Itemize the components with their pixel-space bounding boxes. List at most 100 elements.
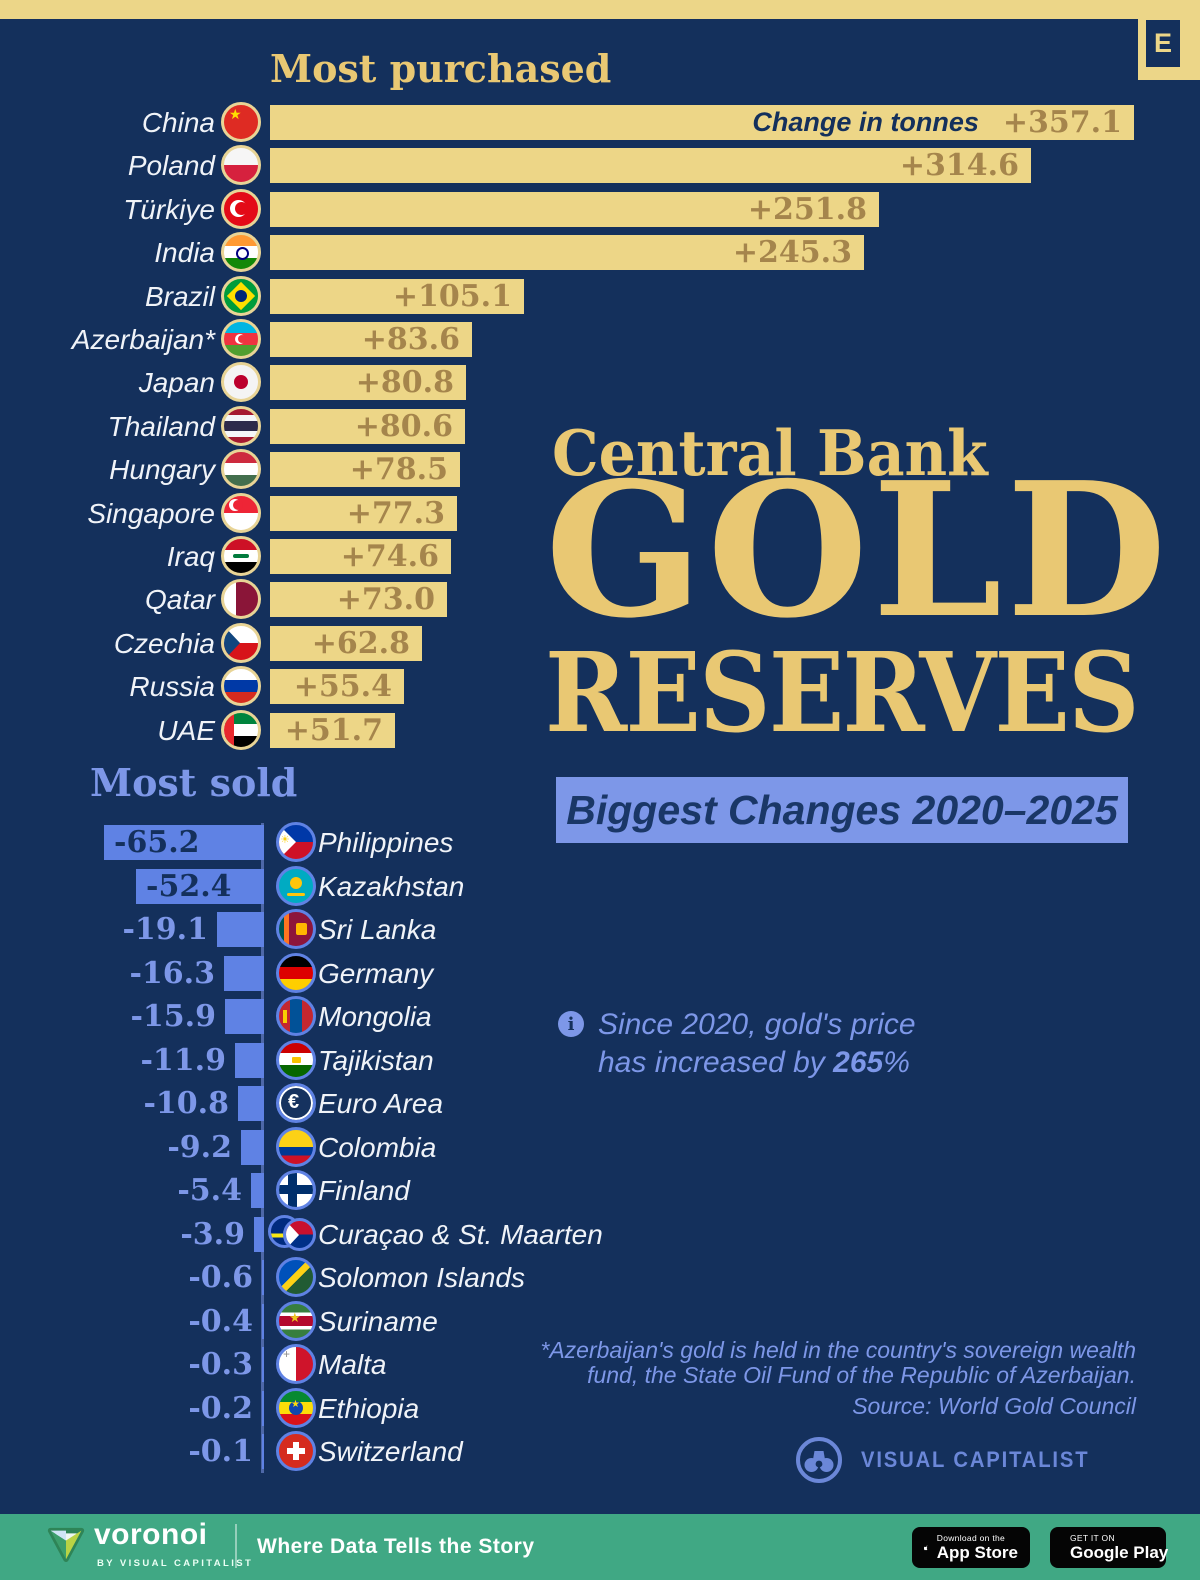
country-label: Switzerland [318, 1436, 463, 1467]
sold-row: -15.9 Mongolia [0, 996, 1200, 1036]
bar-value: +80.6 [354, 408, 453, 444]
footnote-line1: *Azerbaijan's gold is held in the countr… [540, 1337, 1136, 1363]
colombia-flag-icon [276, 1126, 316, 1167]
singapore-flag-icon [221, 492, 261, 533]
st-maarten-flag-icon [283, 1217, 316, 1251]
germany-flag-icon [276, 952, 316, 993]
google-play-bottom-text: Google Play [1070, 1543, 1169, 1563]
sold-row: -5.4 Finland [0, 1170, 1200, 1210]
brazil-flag-icon [221, 275, 261, 316]
purchased-bar: +80.8 [270, 365, 466, 401]
purchased-bar: Change in tonnes +357.1 [270, 105, 1134, 140]
japan-flag-icon [221, 362, 261, 403]
sold-row: -0.2 Ethiopia [0, 1387, 1200, 1428]
purchased-row: Japan +80.8 [0, 362, 1200, 403]
bar-value: -5.4 [177, 1173, 242, 1208]
country-label: Mongolia [318, 1001, 432, 1032]
purchased-bar: +62.8 [270, 625, 422, 661]
mongolia-flag-icon [276, 996, 316, 1036]
footer-tagline: Where Data Tells the Story [257, 1535, 535, 1558]
country-label: China [141, 107, 215, 138]
purchased-row: UAE +51.7 [0, 709, 1200, 750]
country-label: Türkiye [123, 193, 215, 225]
purchased-bar: +74.6 [270, 539, 451, 574]
most-sold-heading: Most sold [90, 760, 298, 805]
country-label: Suriname [318, 1305, 438, 1337]
bar-value: -65.2 [114, 825, 200, 860]
subtitle-badge: Biggest Changes 2020–2025 [556, 777, 1128, 843]
voronoi-wordmark: voronoi [94, 1518, 208, 1551]
bar-value: -0.2 [188, 1390, 253, 1426]
purchased-row: Iraq +74.6 [0, 536, 1200, 576]
google-play-top-text: GET IT ON [1070, 1532, 1115, 1543]
purchased-row: Hungary +78.5 [0, 449, 1200, 490]
country-label: Curaçao & St. Maarten [318, 1218, 603, 1250]
azerbaijan-flag-icon [221, 319, 261, 359]
country-label: Qatar [144, 584, 215, 616]
gold-price-note: i Since 2020, gold's price has increased… [558, 1006, 916, 1082]
binoculars-icon [796, 1437, 842, 1483]
note-line1: Since 2020, gold's price [598, 1008, 916, 1041]
e-corner-badge: E [1138, 0, 1200, 80]
purchased-bar: +245.3 [270, 235, 864, 271]
sold-row: -3.9 Curaçao & St. Maarten [0, 1214, 1200, 1252]
country-label: Germany [318, 957, 434, 989]
note-line2: has increased by 265% [598, 1046, 910, 1079]
sold-bar [136, 868, 264, 904]
bar-value: +73.0 [336, 582, 435, 618]
purchased-bar: +251.8 [270, 191, 879, 227]
sold-bar [251, 1173, 264, 1208]
sold-bar [262, 1347, 264, 1382]
purchased-row: China Change in tonnes +357.1 [0, 102, 1200, 142]
sold-bar [235, 1042, 264, 1078]
country-label: Colombia [318, 1131, 437, 1163]
country-label: Czechia [113, 627, 215, 659]
visual-capitalist-wordmark: VISUAL CAPITALIST [861, 1447, 1090, 1472]
sold-bar [262, 1303, 264, 1339]
purchased-bar: +80.6 [270, 408, 465, 444]
sold-row: -0.3 Malta [0, 1344, 1200, 1384]
country-label: UAE [157, 714, 215, 746]
country-label: Hungary [109, 454, 215, 486]
purchased-bar: +51.7 [270, 712, 395, 748]
bar-value: +83.6 [361, 322, 460, 357]
purchased-bar: +105.1 [270, 278, 524, 314]
sold-row: -65.2 Philippines [0, 822, 1200, 862]
bar-value: +357.1 [1002, 105, 1122, 140]
hungary-flag-icon [221, 449, 261, 490]
app-store-badge[interactable]: Download on the App Store [912, 1527, 1030, 1568]
bar-value: +51.7 [284, 712, 383, 748]
sold-bar [262, 1260, 264, 1295]
sold-row: -19.1 Sri Lanka [0, 909, 1200, 949]
sold-bar [224, 955, 264, 991]
india-flag-icon [221, 232, 261, 273]
title-gold: GOLD [545, 441, 1171, 659]
china-flag-icon [221, 102, 261, 142]
sold-bar [217, 912, 264, 947]
sold-bar [254, 1216, 264, 1252]
country-label: Thailand [107, 410, 215, 442]
purchased-row: Qatar +73.0 [0, 579, 1200, 620]
purchased-row: Azerbaijan* +83.6 [0, 319, 1200, 359]
sold-row: -0.6 Solomon Islands [0, 1257, 1200, 1297]
turkiye-flag-icon [221, 188, 261, 229]
purchased-row: Czechia +62.8 [0, 622, 1200, 663]
footnote-line2: fund, the State Oil Fund of the Republic… [587, 1362, 1136, 1388]
switzerland-flag-icon [276, 1431, 316, 1471]
apple-icon [924, 1545, 928, 1550]
google-play-badge[interactable]: GET IT ON Google Play [1050, 1527, 1169, 1568]
bar-value: +251.8 [747, 191, 867, 227]
bar-value: +78.5 [349, 452, 448, 488]
bar-value: +314.6 [899, 148, 1019, 184]
sold-row: -10.8 Euro Area [0, 1083, 1200, 1123]
bar-value: +55.4 [293, 669, 392, 705]
country-label: Ethiopia [318, 1392, 420, 1424]
bar-value: +245.3 [732, 235, 852, 271]
country-label: Singapore [87, 497, 215, 529]
bar-value: -0.4 [188, 1303, 253, 1339]
bar-value: -11.9 [140, 1042, 226, 1078]
country-label: Tajikistan [318, 1044, 434, 1076]
country-label: Japan [138, 367, 215, 399]
euro-flag-icon [276, 1083, 316, 1123]
